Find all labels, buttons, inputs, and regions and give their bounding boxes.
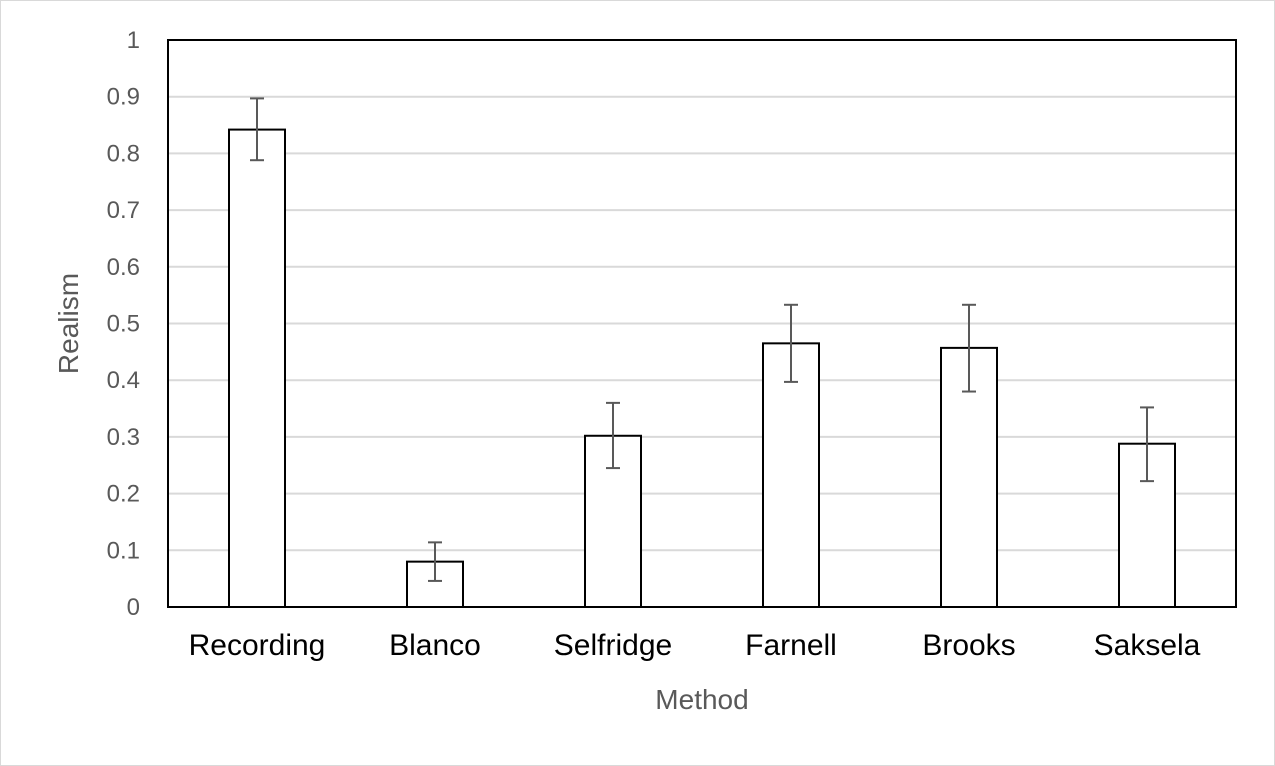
error-bar-brooks bbox=[962, 303, 976, 393]
error-bars bbox=[250, 97, 1154, 582]
x-tick-label: Farnell bbox=[745, 629, 837, 662]
error-bar-saksela bbox=[1140, 406, 1154, 483]
error-bar-recording bbox=[250, 97, 264, 162]
error-bar-farnell bbox=[784, 303, 798, 383]
y-tick-label: 0.4 bbox=[107, 367, 140, 394]
x-tick-label: Selfridge bbox=[554, 629, 672, 662]
x-tick-labels: Recording Blanco Selfridge Farnell Brooks Sak… bbox=[189, 629, 1201, 662]
error-bar-blanco bbox=[428, 541, 442, 582]
y-tick-label: 1 bbox=[127, 27, 140, 54]
y-tick-label: 0.6 bbox=[107, 254, 140, 281]
y-tick-label: 0.2 bbox=[107, 481, 140, 508]
y-tick-label: 0.7 bbox=[107, 197, 140, 224]
x-tick-label: Recording bbox=[189, 629, 326, 662]
x-tick-label: Brooks bbox=[922, 629, 1015, 662]
y-tick-label: 0.3 bbox=[107, 424, 140, 451]
y-tick-label: 0.5 bbox=[107, 311, 140, 338]
x-axis-title: Method bbox=[655, 684, 748, 715]
x-tick-label: Blanco bbox=[389, 629, 481, 662]
bar-farnell bbox=[762, 342, 820, 608]
plot-area-frame bbox=[167, 39, 1237, 608]
y-axis-title: Realism bbox=[53, 273, 84, 374]
y-tick-label: 0.1 bbox=[107, 537, 140, 564]
gridlines bbox=[168, 39, 1236, 608]
error-bar-selfridge bbox=[606, 401, 620, 470]
y-tick-label: 0.9 bbox=[107, 84, 140, 111]
y-tick-label: 0 bbox=[127, 594, 140, 621]
x-tick-label: Saksela bbox=[1094, 629, 1201, 662]
y-tick-labels: 0 0.1 0.2 0.3 0.4 0.5 0.6 0.7 0.8 0.9 1 bbox=[107, 27, 140, 621]
bar-recording bbox=[228, 128, 286, 608]
bars bbox=[228, 128, 1176, 609]
y-tick-label: 0.8 bbox=[107, 140, 140, 167]
